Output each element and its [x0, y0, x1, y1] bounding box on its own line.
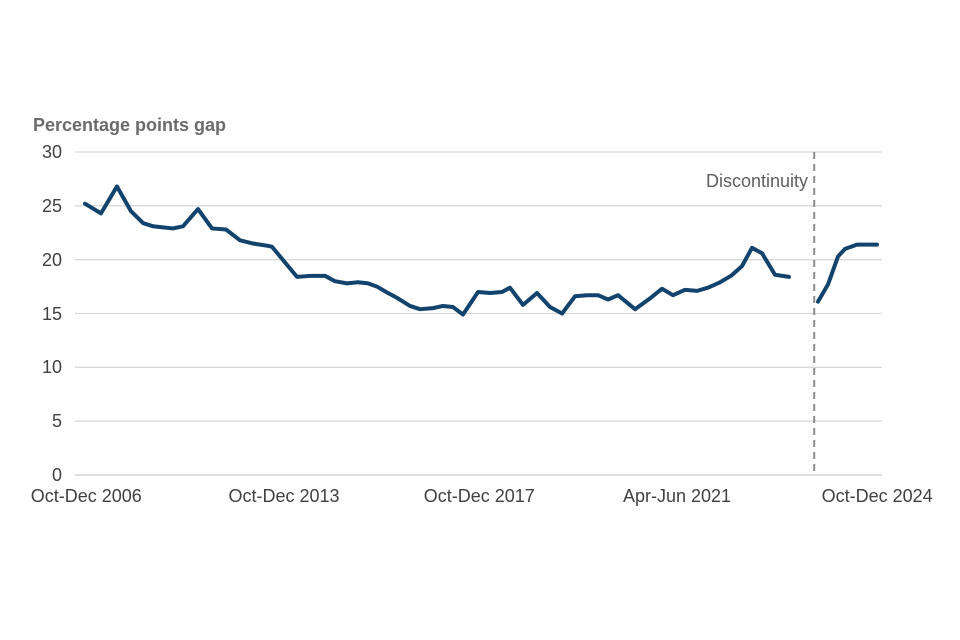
y-tick-label: 25: [41, 195, 62, 216]
y-tick-label: 20: [41, 249, 62, 270]
y-tick-label: 30: [41, 142, 62, 162]
y-tick-label: 15: [41, 303, 62, 324]
discontinuity-label: Discontinuity: [705, 171, 808, 191]
x-tick-label: Oct-Dec 2017: [423, 486, 535, 506]
plot-area: [75, 151, 882, 476]
x-tick-label: Apr-Jun 2021: [622, 486, 732, 506]
data-line-segment: [83, 184, 791, 317]
data-line-segment: [816, 242, 879, 304]
x-tick-label: Oct-Dec 2024: [821, 486, 933, 506]
x-tick-label: Oct-Dec 2013: [228, 486, 340, 506]
y-tick-label: 5: [51, 411, 62, 432]
x-tick-label: Oct-Dec 2006: [30, 486, 142, 506]
y-tick-label: 0: [51, 465, 62, 485]
chart-title: Percentage points gap: [33, 115, 227, 135]
y-tick-label: 10: [41, 357, 62, 378]
